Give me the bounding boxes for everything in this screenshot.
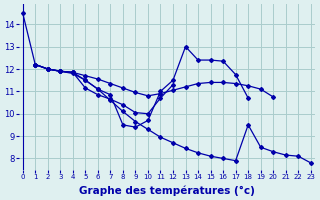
X-axis label: Graphe des températures (°c): Graphe des températures (°c)	[79, 185, 255, 196]
